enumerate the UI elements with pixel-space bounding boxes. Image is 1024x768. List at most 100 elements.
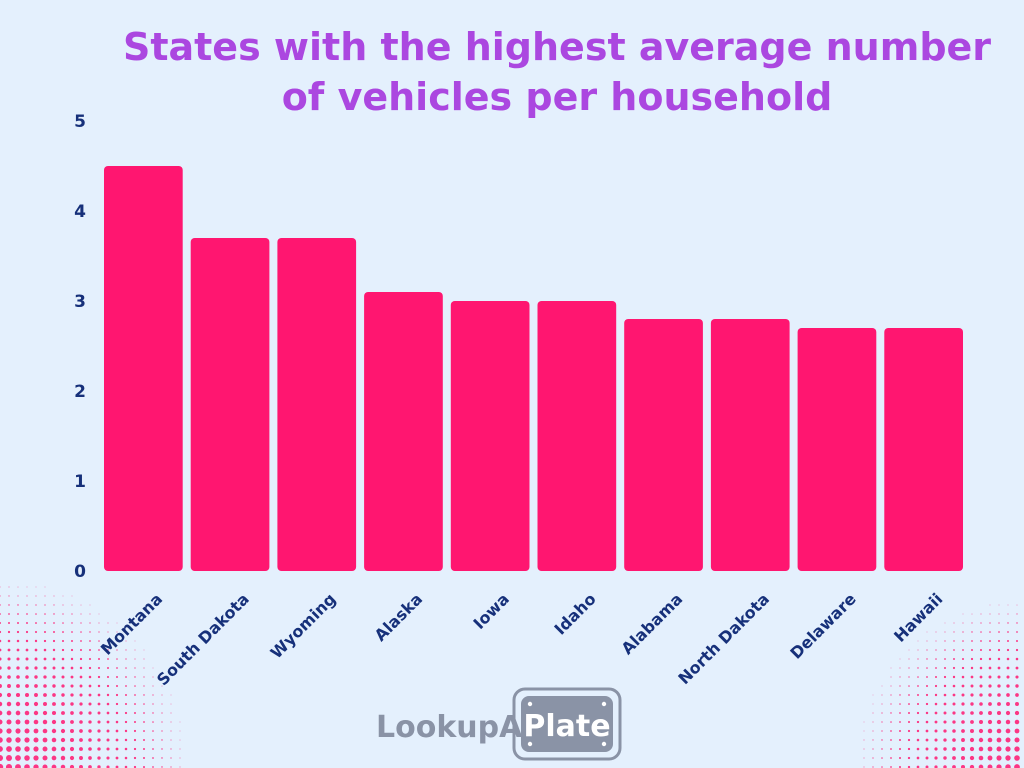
decor-dot <box>988 657 992 661</box>
decor-dot <box>934 684 938 688</box>
decor-dot <box>17 613 19 615</box>
decor-dot <box>134 712 136 714</box>
decor-dot <box>33 701 39 707</box>
decor-dot <box>952 693 956 697</box>
decor-dot <box>16 648 20 652</box>
decor-dot <box>917 667 919 669</box>
decor-dot <box>1014 746 1020 752</box>
decor-dot <box>143 658 145 660</box>
decor-dot <box>925 747 929 751</box>
decor-dot <box>996 764 1002 768</box>
decor-dot <box>899 685 901 687</box>
decor-dot <box>978 764 984 768</box>
decor-dot <box>863 739 865 741</box>
decor-dot <box>960 755 966 761</box>
decor-dot <box>161 766 163 768</box>
decor-dot <box>890 694 892 696</box>
decor-dot <box>998 640 1000 642</box>
decor-dot <box>152 694 154 696</box>
decor-dot <box>69 737 75 743</box>
decor-dot <box>908 649 910 651</box>
decor-dot <box>7 657 11 661</box>
decor-dot <box>989 631 991 633</box>
decor-dot <box>17 586 19 588</box>
decor-dot <box>1015 648 1019 652</box>
decor-dot <box>115 684 119 688</box>
decor-dot <box>17 595 19 597</box>
decor-dot <box>133 729 137 733</box>
decor-dot <box>996 746 1002 752</box>
decor-dot <box>962 622 964 624</box>
decor-dot <box>89 640 91 642</box>
decor-dot <box>152 766 154 768</box>
decor-dot <box>953 631 955 633</box>
decor-dot <box>16 630 20 634</box>
decor-dot <box>152 721 154 723</box>
decor-dot <box>907 765 911 768</box>
decor-dot <box>7 675 11 679</box>
decor-dot <box>934 729 938 733</box>
decor-dot <box>8 622 10 624</box>
x-tick-label: Wyoming <box>267 589 340 662</box>
decor-dot <box>79 684 83 688</box>
decor-dot <box>8 613 10 615</box>
decor-dot <box>51 719 57 725</box>
decor-dot <box>71 613 73 615</box>
decor-dot <box>916 747 920 751</box>
decor-dot <box>988 711 992 715</box>
decor-dot <box>6 692 12 698</box>
decor-dot <box>116 658 118 660</box>
decor-dot <box>97 702 101 706</box>
decor-dot <box>17 604 19 606</box>
decor-dot <box>71 631 73 633</box>
x-tick-label: Alaska <box>371 589 427 645</box>
decor-dot <box>143 667 145 669</box>
decor-dot <box>70 648 74 652</box>
decor-dot <box>988 666 992 670</box>
decor-dot <box>872 739 874 741</box>
decor-dot <box>26 586 28 588</box>
decor-dot <box>0 710 3 716</box>
decor-dot <box>125 640 127 642</box>
decor-dot <box>899 712 901 714</box>
decor-dot <box>107 631 109 633</box>
decor-dot <box>943 693 947 697</box>
decor-dot <box>872 721 874 723</box>
decor-dot <box>971 631 973 633</box>
decor-dot <box>908 667 910 669</box>
decor-dot <box>971 622 973 624</box>
decor-dot <box>97 738 101 742</box>
decor-dot <box>1006 693 1010 697</box>
decor-dot <box>24 701 30 707</box>
decor-dot <box>917 685 919 687</box>
bar-idaho <box>537 301 617 571</box>
decor-dot <box>33 710 39 716</box>
decor-dot <box>917 658 919 660</box>
decor-dot <box>25 675 29 679</box>
decor-dot <box>979 711 983 715</box>
decor-dot <box>97 693 101 697</box>
decor-dot <box>989 640 991 642</box>
decor-dot <box>943 747 947 751</box>
decor-dot <box>43 693 47 697</box>
decor-dot <box>979 684 983 688</box>
halftone-dot-decoration <box>0 586 1020 768</box>
decor-dot <box>34 648 38 652</box>
decor-dot <box>152 739 154 741</box>
decor-dot <box>70 711 74 715</box>
decor-dot <box>143 676 145 678</box>
decor-dot <box>79 729 83 733</box>
decor-dot <box>60 737 66 743</box>
bar-alabama <box>624 319 703 571</box>
decor-dot <box>6 719 12 725</box>
decor-dot <box>1005 710 1011 716</box>
decor-dot <box>961 747 965 751</box>
decor-dot <box>42 746 48 752</box>
decor-dot <box>6 755 12 761</box>
decor-dot <box>971 649 973 651</box>
decor-dot <box>143 685 145 687</box>
decor-dot <box>987 737 993 743</box>
decor-dot <box>42 755 48 761</box>
decor-dot <box>161 676 163 678</box>
decor-dot <box>170 694 172 696</box>
